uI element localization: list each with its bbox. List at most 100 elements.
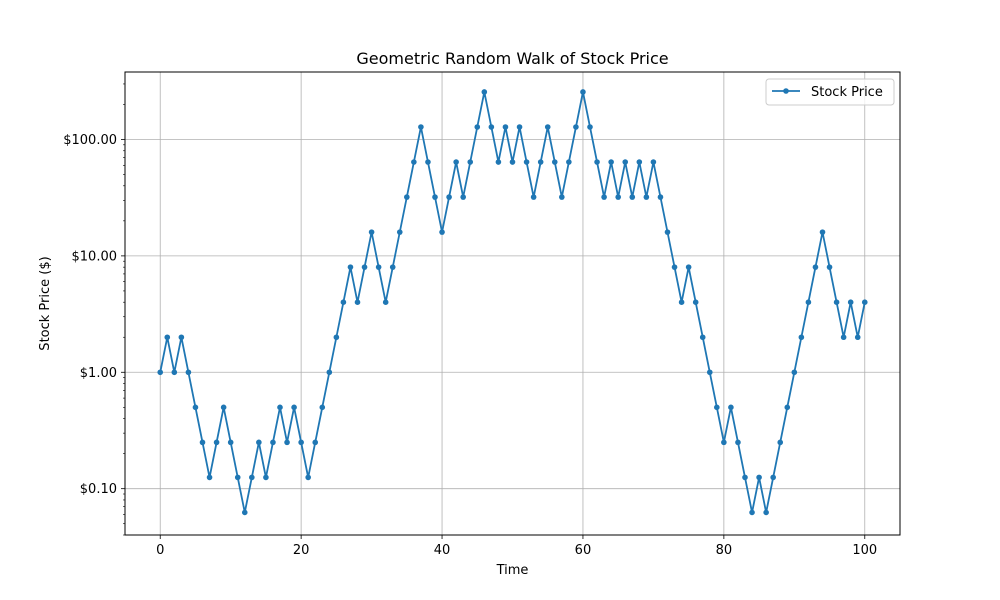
y-tick-label: $0.10 xyxy=(80,482,117,497)
data-point xyxy=(685,264,692,270)
data-point xyxy=(389,264,396,270)
data-point xyxy=(699,334,706,341)
data-point xyxy=(516,124,523,130)
data-point xyxy=(678,299,685,306)
data-point xyxy=(601,194,607,200)
data-point xyxy=(650,159,657,165)
data-point xyxy=(185,369,192,376)
data-point xyxy=(587,124,593,130)
data-point xyxy=(241,509,248,516)
data-point xyxy=(213,439,220,446)
data-point xyxy=(784,404,791,411)
data-point xyxy=(157,369,164,376)
data-point xyxy=(608,159,614,165)
x-tick-label: 20 xyxy=(293,543,310,558)
data-point xyxy=(523,159,530,165)
data-point xyxy=(354,299,361,306)
data-point xyxy=(305,474,311,481)
data-point xyxy=(826,264,833,270)
data-point xyxy=(347,264,354,270)
data-point xyxy=(791,369,798,376)
data-point xyxy=(544,124,551,130)
y-tick-label: $10.00 xyxy=(72,249,118,264)
data-point xyxy=(728,404,734,411)
data-point xyxy=(671,264,678,270)
ticks: 0 20 40 60 80 100 $0.10 $1.00 $10.00 $100.00 xyxy=(63,83,877,558)
legend-box xyxy=(765,78,895,106)
legend-marker xyxy=(783,88,789,94)
data-point xyxy=(636,159,643,165)
data-point xyxy=(270,439,276,446)
data-point xyxy=(171,369,178,376)
data-point xyxy=(418,124,424,130)
x-tick-label: 80 xyxy=(716,543,733,558)
data-point xyxy=(742,474,748,481)
data-point xyxy=(714,404,720,411)
data-point xyxy=(277,404,283,411)
data-point xyxy=(530,194,537,200)
data-point xyxy=(178,334,185,341)
data-point xyxy=(319,404,326,411)
data-point xyxy=(199,439,206,446)
data-point xyxy=(425,159,431,165)
data-point xyxy=(227,439,234,446)
data-point xyxy=(396,229,403,235)
legend-label: Stock Price xyxy=(811,85,883,100)
data-point xyxy=(234,474,241,481)
data-point xyxy=(706,369,713,376)
x-tick-label: 40 xyxy=(434,543,451,558)
data-point xyxy=(284,439,290,446)
data-point xyxy=(481,89,488,95)
data-point xyxy=(749,509,755,516)
data-point xyxy=(819,229,826,235)
data-point xyxy=(291,404,297,411)
data-point xyxy=(439,229,445,235)
data-point xyxy=(721,439,727,446)
data-point xyxy=(622,159,629,165)
x-tick-label: 60 xyxy=(575,543,592,558)
data-point xyxy=(192,404,199,411)
data-point xyxy=(326,369,333,376)
data-point xyxy=(580,89,586,95)
data-point xyxy=(333,334,340,341)
data-point xyxy=(854,334,861,341)
y-axis-label: Stock Price ($) xyxy=(38,256,53,350)
chart-title: Geometric Random Walk of Stock Price xyxy=(356,49,668,68)
series-layer xyxy=(157,89,868,516)
data-point xyxy=(460,194,466,200)
data-point xyxy=(573,124,579,130)
y-tick-label: $1.00 xyxy=(80,366,117,381)
data-point xyxy=(735,439,741,446)
data-point xyxy=(833,299,840,306)
data-point xyxy=(206,474,213,481)
data-point xyxy=(566,159,572,165)
data-point xyxy=(249,474,255,481)
data-point xyxy=(298,439,304,446)
data-point xyxy=(312,439,319,446)
data-point xyxy=(664,229,671,235)
y-tick-label: $100.00 xyxy=(63,133,117,148)
data-point xyxy=(256,439,262,446)
data-point xyxy=(375,264,382,270)
data-point xyxy=(432,194,438,200)
data-point xyxy=(446,194,452,200)
data-point xyxy=(404,194,410,200)
data-point xyxy=(495,159,502,165)
data-point xyxy=(368,229,375,235)
data-point xyxy=(263,474,269,481)
data-point xyxy=(615,194,621,200)
x-axis-label: Time xyxy=(496,563,529,578)
data-point xyxy=(763,509,769,516)
data-point xyxy=(467,159,474,165)
data-point xyxy=(805,299,812,306)
data-point xyxy=(474,124,481,130)
data-point xyxy=(551,159,558,165)
data-point xyxy=(453,159,459,165)
plot-frame xyxy=(124,71,901,536)
data-point xyxy=(340,299,347,306)
data-point xyxy=(361,264,368,270)
data-point xyxy=(488,124,495,130)
data-point xyxy=(643,194,650,200)
legend: Stock Price xyxy=(765,78,895,106)
